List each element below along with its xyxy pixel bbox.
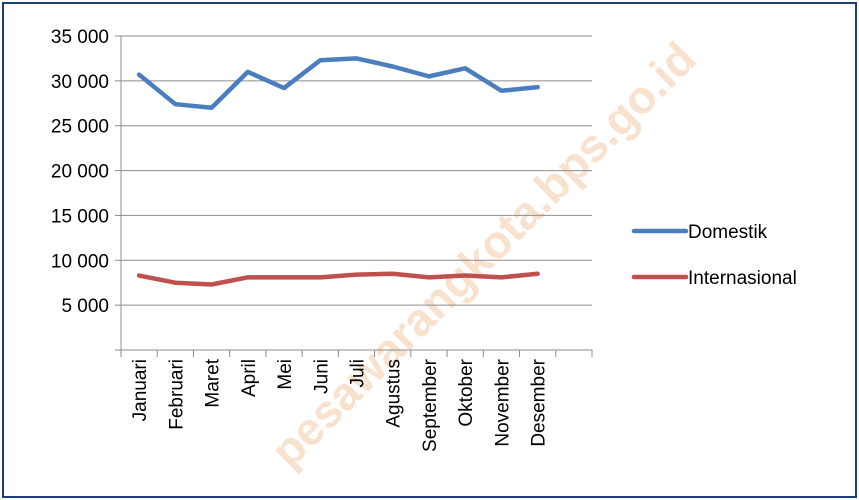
series-line-internasional (136, 271, 540, 287)
x-tick-label: Oktober (456, 358, 477, 426)
x-axis-tick-labels: Januari Februari Maret April Mei Juni Juli Agus… (130, 358, 550, 452)
x-tick-label: Agustus (384, 359, 405, 428)
gridlines (121, 35, 592, 306)
x-tick-label: Mei (275, 359, 296, 390)
y-tick-label: 10 000 (51, 251, 109, 272)
x-tick-label: Desember (529, 358, 550, 446)
series-lines (136, 56, 540, 287)
axes (115, 35, 593, 357)
legend: Domestik Internasional (631, 222, 797, 289)
y-tick-label: 20 000 (51, 162, 109, 183)
x-tick-label: Juni (311, 359, 332, 394)
x-tick-label: Januari (130, 359, 151, 421)
legend-label: Internasional (688, 268, 797, 289)
legend-label: Domestik (688, 222, 768, 243)
watermark-text: pesawarangkota.bps.go.id (260, 32, 705, 477)
y-tick-label: 30 000 (51, 72, 109, 93)
y-axis-tick-labels: 5 000 10 000 15 000 20 000 25 000 30 000 35 00… (51, 27, 109, 317)
y-tick-label: 15 000 (51, 206, 109, 227)
x-tick-label: Maret (203, 358, 224, 407)
y-tick-label: 25 000 (51, 117, 109, 138)
x-tick-label: Juli (348, 359, 369, 388)
x-tick-label: April (239, 359, 260, 397)
series-line-domestik (136, 56, 540, 111)
y-tick-label: 35 000 (51, 27, 109, 48)
x-tick-label: November (492, 358, 513, 446)
x-tick-label: September (420, 358, 441, 452)
y-tick-label: 5 000 (61, 296, 109, 317)
x-tick-label: Februari (166, 359, 187, 430)
